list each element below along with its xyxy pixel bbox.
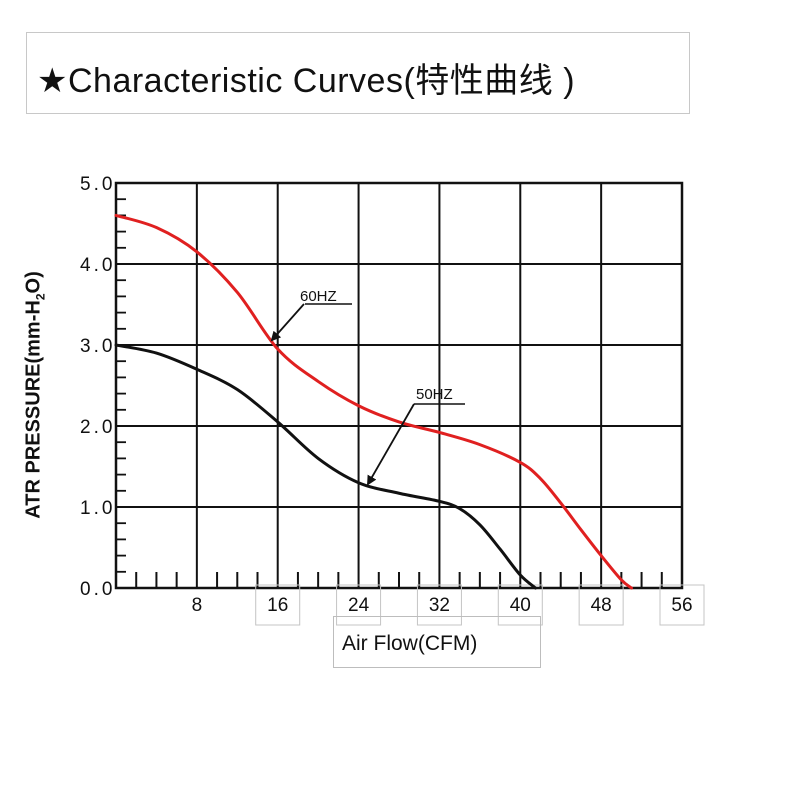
chart-title: ★Characteristic Curves(特性曲线 ) (37, 62, 576, 100)
annotation-arrow (270, 303, 305, 342)
annotation-label-50hz: 50HZ (416, 386, 453, 403)
x-axis-label-box: Air Flow(CFM) (333, 616, 541, 668)
y-axis-label: ATR PRESSURE(mm-H2O) (22, 271, 48, 519)
series-line-60hz (114, 213, 633, 590)
y-tick-label: 3.0 (80, 336, 115, 357)
x-tick-label-box (659, 584, 705, 626)
x-axis-label: Air Flow(CFM) (342, 632, 478, 655)
x-tick-label: 56 (671, 595, 692, 616)
annotation-label-60hz: 60HZ (300, 288, 337, 305)
x-tick-label: 16 (267, 595, 288, 616)
x-tick-label-box (416, 584, 462, 626)
x-tick-label: 24 (348, 595, 370, 616)
plot-frame (114, 181, 684, 590)
y-tick-label: 4.0 (80, 255, 115, 276)
y-tick-label: 0.0 (80, 579, 115, 600)
y-tick-label: 2.0 (80, 417, 115, 438)
series-line-50hz (114, 343, 537, 590)
x-tick-label: 48 (591, 595, 612, 616)
x-tick-label: 40 (510, 595, 531, 616)
annotation-arrow (367, 403, 415, 486)
x-tick-label-box (336, 584, 382, 626)
y-tick-label: 5.0 (80, 174, 115, 195)
x-tick-label-box (255, 584, 301, 626)
x-tick-label-box (578, 584, 624, 626)
x-tick-label: 32 (429, 595, 450, 616)
y-tick-label: 1.0 (80, 498, 115, 519)
title-box: ★Characteristic Curves(特性曲线 ) (26, 32, 690, 114)
x-tick-label: 8 (192, 595, 203, 616)
x-tick-label-box (497, 584, 543, 626)
